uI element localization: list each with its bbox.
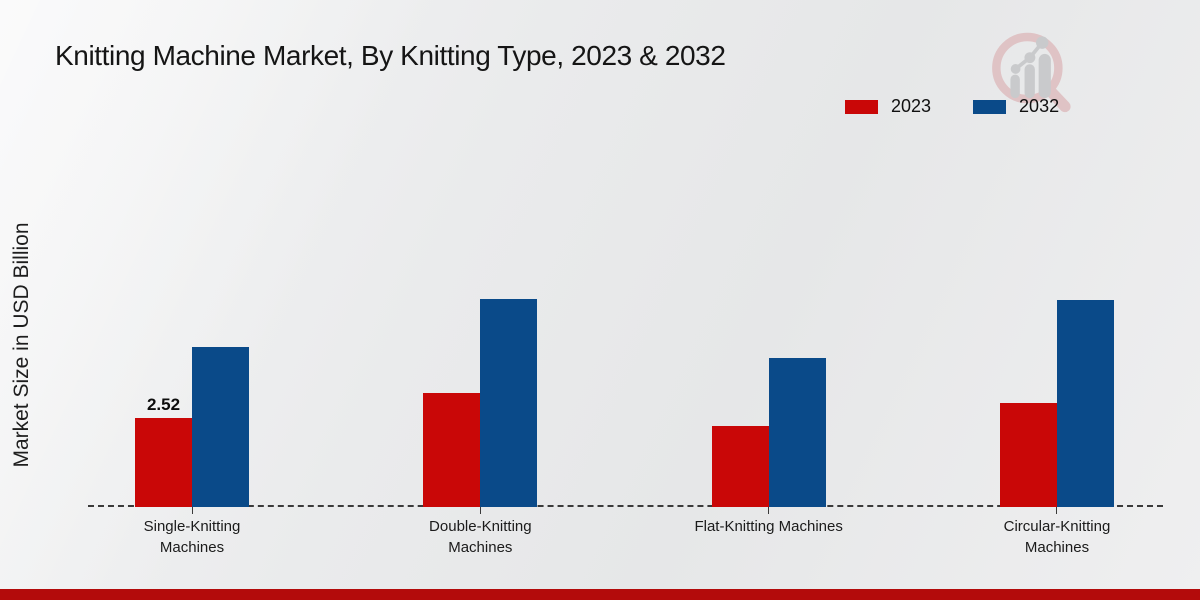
category-label: Flat-Knitting Machines (694, 518, 843, 535)
footer-accent-strip (0, 589, 1200, 600)
bar-2032-0 (192, 346, 249, 507)
axis-tick (1056, 507, 1058, 514)
legend-item-2023: 2023 (845, 96, 931, 117)
legend-label-2032: 2032 (1019, 96, 1060, 116)
market-research-watermark-icon (992, 32, 1071, 113)
axis-tick (191, 507, 193, 514)
y-axis-label: Market Size in USD Billion (10, 222, 33, 468)
axis-tick (479, 507, 481, 514)
category-label: Circular-Knitting Machines (1003, 518, 1111, 556)
bar-2023-1 (423, 392, 481, 507)
legend-item-2032: 2032 (973, 96, 1059, 117)
x-axis-baseline (88, 505, 1163, 507)
bar-2023-3 (999, 402, 1057, 507)
data-label: 2.52 (146, 395, 181, 415)
bar-2032-3 (1056, 299, 1114, 507)
bar-2023-2 (711, 426, 769, 507)
legend-swatch-2023 (845, 99, 878, 114)
bar-2032-2 (768, 357, 826, 507)
category-label: Single-Knitting Machines (143, 518, 241, 556)
legend-label-2023: 2023 (891, 96, 932, 116)
legend: 2023 2032 (845, 96, 1059, 117)
axis-tick (768, 507, 770, 514)
legend-swatch-2032 (973, 99, 1007, 114)
bar-2023-0 (135, 418, 192, 507)
chart-title: Knitting Machine Market, By Knitting Typ… (55, 40, 726, 71)
category-label: Double-Knitting Machines (429, 518, 532, 556)
bar-2032-1 (480, 298, 538, 507)
